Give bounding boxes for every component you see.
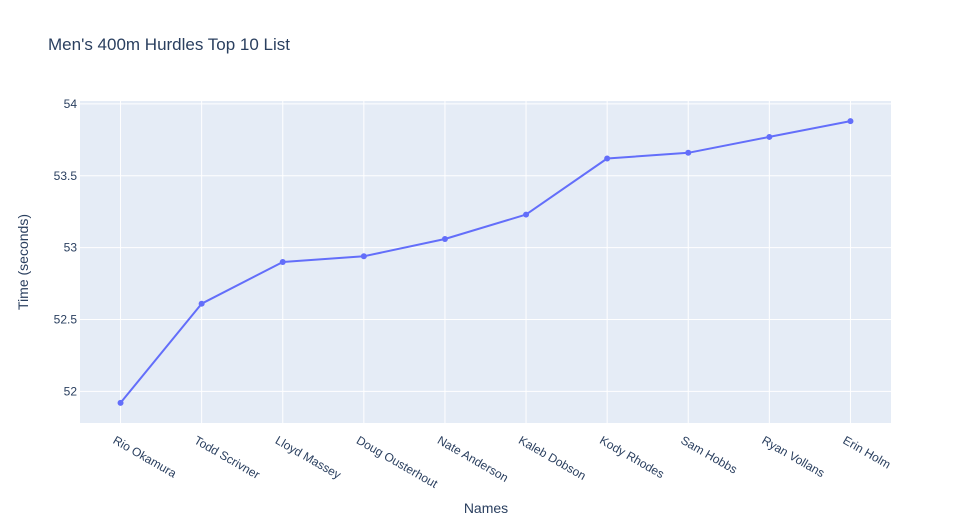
x-tick-label: Kaleb Dobson [516,433,588,483]
y-tick-label: 52.5 [54,313,78,327]
grid [80,101,891,423]
data-point[interactable] [523,211,530,218]
data-point[interactable] [847,118,854,125]
data-point[interactable] [441,236,448,242]
x-axis-ticks: Rio Okamura Todd Scrivner Lloyd Massey Doug… [111,433,894,491]
x-tick-label: Todd Scrivner [192,433,263,482]
data-point[interactable] [198,300,205,307]
data-point[interactable] [279,259,286,265]
x-tick-label: Sam Hobbs [678,433,739,476]
x-tick-label: Erin Holm [841,433,894,471]
x-axis-title: Names [464,500,508,516]
y-tick-label: 52 [64,384,78,398]
y-tick-label: 53.5 [54,169,78,183]
plot-area [80,101,891,423]
data-point[interactable] [685,149,692,156]
chart-title: Men's 400m Hurdles Top 10 List [48,35,290,54]
x-tick-label: Nate Anderson [435,433,511,485]
y-axis-title: Time (seconds) [15,214,31,310]
x-tick-label: Doug Ousterhout [354,433,441,491]
x-tick-label: Kody Rhodes [597,433,666,481]
x-tick-label: Ryan Vollans [759,433,827,480]
y-tick-label: 54 [64,97,78,111]
data-point[interactable] [117,399,124,406]
data-point[interactable] [360,253,367,260]
series-layer [117,118,854,406]
y-axis-ticks: 52 52.5 53 53.5 54 [54,97,78,399]
x-tick-label: Rio Okamura [111,433,179,481]
data-point[interactable] [766,133,773,140]
data-point[interactable] [604,155,611,162]
y-tick-label: 53 [64,241,78,255]
series-line [119,120,851,404]
x-tick-label: Lloyd Massey [273,433,344,482]
